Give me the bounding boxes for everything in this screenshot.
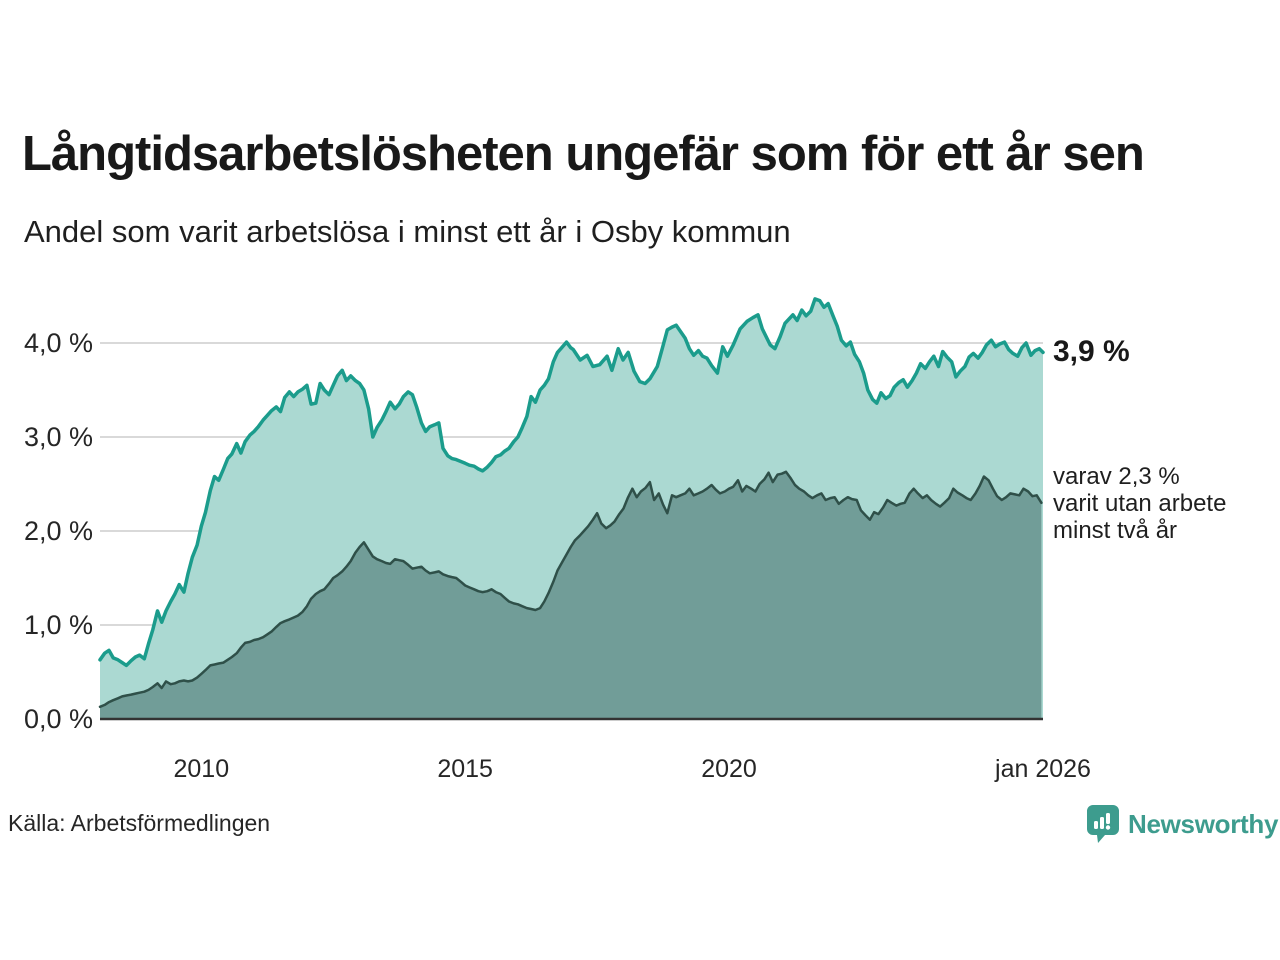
y-axis-tick-label: 0,0 % — [23, 704, 93, 734]
y-axis-tick-label: 1,0 % — [23, 610, 93, 640]
page-subtitle: Andel som varit arbetslösa i minst ett å… — [24, 214, 791, 249]
y-axis-tick-label: 4,0 % — [23, 328, 93, 359]
x-axis-tick-label: 2020 — [701, 755, 757, 783]
x-axis-tick-label: 2015 — [437, 755, 493, 783]
source-attribution: Källa: Arbetsförmedlingen — [8, 810, 271, 836]
y-axis-tick-label: 2,0 % — [23, 516, 93, 547]
newsworthy-logo[interactable]: Newsworthy — [1086, 804, 1278, 844]
newsworthy-bubble-chart-icon — [1086, 804, 1120, 844]
series-area-2 — [100, 471, 1042, 719]
y-axis-tick-label: 3,0 % — [23, 422, 93, 453]
newsworthy-wordmark: Newsworthy — [1128, 808, 1279, 839]
series-line-1 — [98, 297, 1045, 668]
page-title: Långtidsarbetslösheten ungefär som för e… — [22, 127, 1145, 181]
series2-annotation-label: varav 2,3 % varit utan arbete minst två … — [1053, 463, 1227, 544]
series1-end-value-label: 3,9 % — [1053, 335, 1130, 368]
series-line-2 — [98, 470, 1043, 709]
x-axis-tick-label: jan 2026 — [995, 755, 1091, 783]
x-axis-tick-label: 2010 — [173, 755, 230, 783]
